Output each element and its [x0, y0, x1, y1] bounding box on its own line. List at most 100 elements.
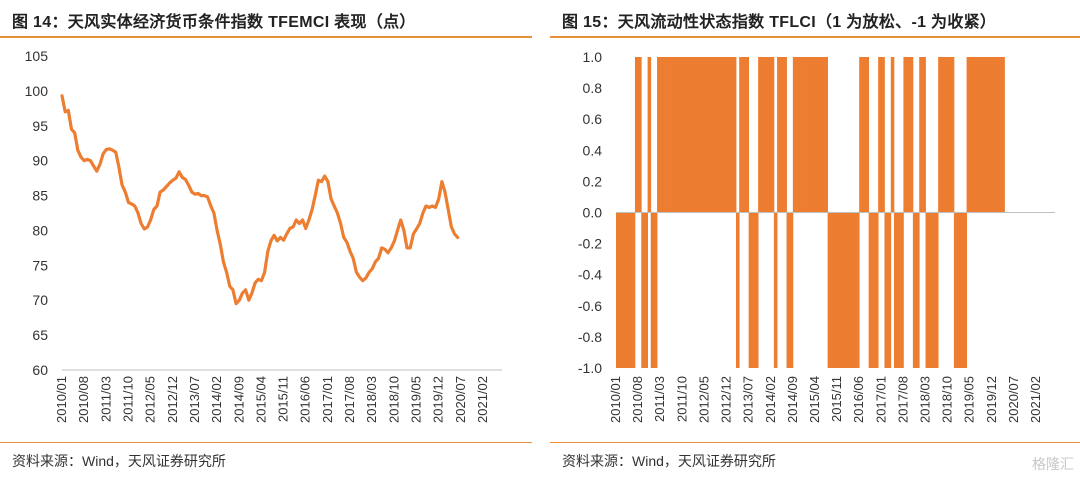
- x-tick-label: 2016/06: [298, 376, 313, 423]
- tightening-area: [619, 212, 623, 368]
- x-tick-label: 2017/08: [342, 376, 357, 423]
- tfemci-line-chart: 60 65 70 75 80 85 90 95 100 105 2010/01 2010/08 2011…: [25, 48, 502, 423]
- x-tick-label: 2019/05: [409, 376, 424, 423]
- y-tick-label: 0.8: [583, 80, 603, 96]
- easing-area: [647, 57, 652, 213]
- x-tick-label: 2014/02: [763, 376, 778, 423]
- y-tick-label: -0.2: [578, 236, 602, 252]
- watermark-logo: 格隆汇: [1032, 456, 1074, 472]
- easing-area: [796, 57, 800, 213]
- easing-area: [811, 57, 816, 213]
- easing-area: [688, 57, 693, 213]
- x-tick-label: 2011/10: [674, 376, 689, 422]
- easing-area: [821, 57, 825, 213]
- easing-area: [685, 57, 690, 213]
- easing-area: [777, 57, 781, 213]
- x-tick-label: 2018/03: [918, 376, 933, 423]
- x-tick-label: 2018/03: [364, 376, 379, 423]
- easing-area: [745, 57, 750, 213]
- x-tick-label: 2019/05: [962, 376, 977, 423]
- x-tick-label: 2018/10: [940, 376, 955, 423]
- easing-area: [694, 57, 699, 213]
- tightening-area: [916, 212, 920, 368]
- easing-area: [979, 57, 983, 213]
- tightening-area: [840, 212, 844, 368]
- easing-area: [764, 57, 768, 213]
- easing-area: [903, 57, 907, 213]
- x-tick-label: 2012/05: [696, 376, 711, 423]
- tightening-area: [852, 212, 857, 368]
- tfemci-title: 图 14：天风实体经济货币条件指数 TFEMCI 表现（点）: [12, 14, 416, 31]
- easing-area: [720, 57, 724, 213]
- easing-area: [682, 57, 686, 213]
- easing-area: [818, 57, 822, 213]
- tightening-area: [931, 212, 936, 368]
- tightening-area: [960, 212, 964, 368]
- tfemci-series-line: [60, 94, 460, 306]
- x-tick-label: 2010/01: [54, 376, 69, 423]
- tightening-area: [871, 212, 876, 368]
- easing-area: [998, 57, 1002, 213]
- easing-area: [666, 57, 671, 213]
- easing-area: [805, 57, 810, 213]
- x-tick-label: 2014/02: [209, 376, 224, 423]
- tightening-area: [786, 212, 791, 368]
- tightening-area: [843, 212, 847, 368]
- tflci-panel: 图 15：天风流动性状态指数 TFLCI（1 为放松、-1 为收紧） -1.0-…: [550, 0, 1080, 478]
- easing-area: [808, 57, 813, 213]
- tightening-area: [644, 212, 648, 368]
- x-tick-label: 2012/05: [143, 376, 158, 423]
- easing-area: [657, 57, 661, 213]
- easing-area: [966, 57, 971, 213]
- x-tick-label: 2014/09: [231, 376, 246, 423]
- easing-area: [634, 57, 639, 213]
- tightening-area: [827, 212, 832, 368]
- easing-area: [906, 57, 911, 213]
- tightening-area: [868, 212, 873, 368]
- x-tick-label: 2014/09: [785, 376, 800, 423]
- y-tick-label: -0.8: [578, 329, 602, 345]
- source-divider: [550, 442, 1080, 443]
- easing-area: [723, 57, 727, 213]
- easing-area: [770, 57, 775, 213]
- easing-area: [824, 57, 829, 213]
- easing-area: [944, 57, 949, 213]
- tightening-area: [641, 212, 645, 368]
- easing-area: [672, 57, 677, 213]
- y-tick-label: 65: [32, 327, 48, 343]
- easing-area: [994, 57, 999, 213]
- easing-area: [972, 57, 977, 213]
- tightening-area: [653, 212, 658, 368]
- easing-area: [710, 57, 715, 213]
- easing-area: [941, 57, 945, 213]
- tightening-area: [736, 212, 740, 368]
- easing-area: [988, 57, 993, 213]
- easing-area: [707, 57, 712, 213]
- easing-area: [947, 57, 952, 213]
- tfemci-panel: 图 14：天风实体经济货币条件指数 TFEMCI 表现（点） 60 65 70 75 8…: [0, 0, 532, 478]
- title-divider: [0, 36, 532, 38]
- easing-area: [976, 57, 980, 213]
- x-tick-label: 2011/10: [120, 376, 135, 422]
- x-tick-label: 2012/12: [719, 376, 734, 423]
- x-tick-label: 2017/01: [320, 376, 335, 423]
- tightening-area: [957, 212, 961, 368]
- x-tick-label: 2011/03: [652, 376, 667, 422]
- y-tick-label: -0.4: [578, 267, 602, 283]
- easing-area: [691, 57, 696, 213]
- tightening-area: [628, 212, 633, 368]
- tightening-area: [751, 212, 756, 368]
- y-tick-label: 0.2: [583, 173, 603, 189]
- x-tick-label: 2010/08: [76, 376, 91, 423]
- easing-area: [865, 57, 870, 213]
- x-tick-label: 2019/12: [984, 376, 999, 423]
- easing-area: [814, 57, 819, 213]
- tightening-area: [773, 212, 778, 368]
- y-tick-label: 1.0: [583, 49, 603, 65]
- y-tick-label: 100: [25, 83, 49, 99]
- easing-area: [1001, 57, 1005, 213]
- tightening-area: [754, 212, 759, 368]
- easing-area: [792, 57, 797, 213]
- x-tick-label: 2021/02: [1028, 376, 1043, 423]
- y-tick-label: 75: [32, 257, 48, 273]
